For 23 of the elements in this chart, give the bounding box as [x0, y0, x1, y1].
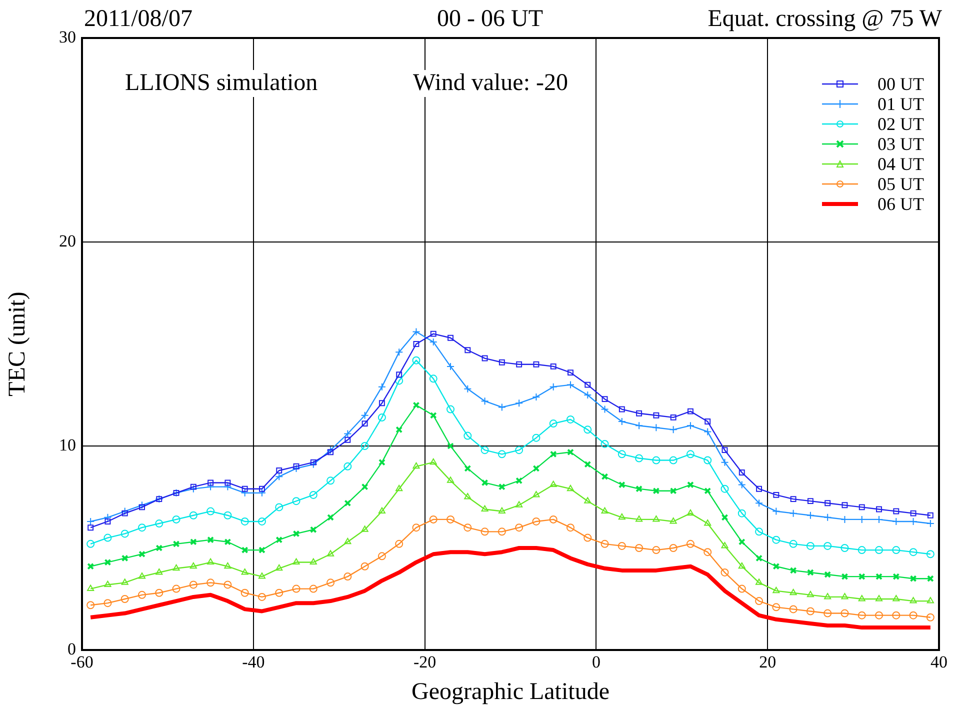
legend-label: 01 UT: [878, 94, 924, 114]
y-tick-label: 20: [59, 231, 76, 250]
y-axis-title: TEC (unit): [4, 292, 31, 396]
legend-label: 00 UT: [878, 74, 924, 94]
legend-label: 04 UT: [878, 154, 924, 174]
chart-title: 00 - 06 UT: [437, 6, 543, 32]
text: 2011/08/07: [84, 6, 192, 33]
annotation: Wind value: -20: [413, 70, 568, 97]
y-tick-label: 0: [68, 639, 76, 658]
x-tick-label: -20: [413, 652, 436, 672]
legend-label: 02 UT: [878, 114, 924, 134]
text: Equat. crossing @ 75 W: [708, 6, 942, 33]
legend-label: 05 UT: [878, 174, 924, 194]
y-tick-label: 10: [59, 435, 76, 454]
x-tick-label: 20: [759, 652, 776, 672]
annotation: LLIONS simulation: [125, 70, 318, 97]
legend-label: 06 UT: [878, 194, 924, 214]
x-tick-label: 0: [592, 652, 600, 672]
x-axis-title: Geographic Latitude: [412, 678, 610, 705]
x-tick-label: 40: [930, 652, 948, 672]
legend-label: 03 UT: [878, 134, 924, 154]
x-tick-label: -40: [242, 652, 265, 672]
y-tick-label: 30: [59, 27, 76, 46]
